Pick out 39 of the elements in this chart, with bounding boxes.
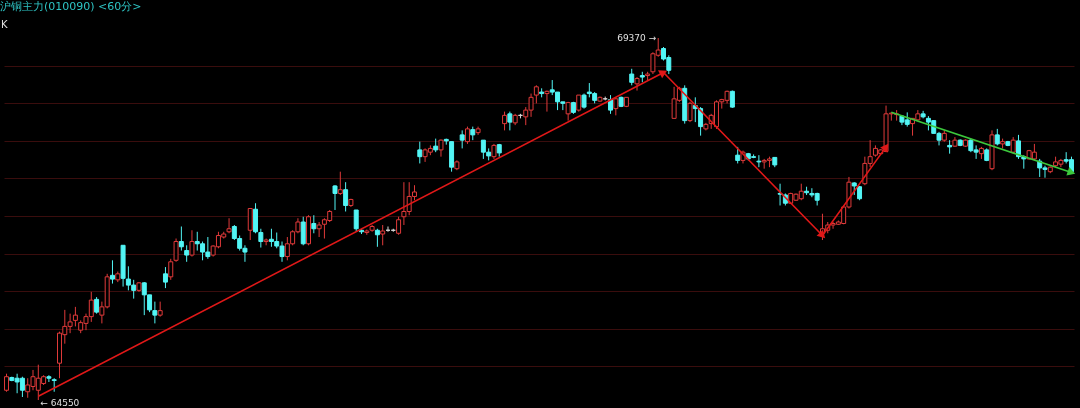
candlestick: [756, 154, 762, 168]
candlestick: [337, 171, 343, 196]
candlestick: [189, 229, 195, 258]
candlestick: [162, 266, 168, 289]
text: K: [1, 19, 8, 30]
candlestick: [1016, 134, 1021, 160]
candlestick: [173, 238, 179, 263]
candlestick: [507, 111, 513, 131]
candlestick: [46, 374, 52, 383]
candlestick: [300, 216, 306, 246]
candlestick: [374, 228, 380, 248]
candlestick: [608, 94, 614, 115]
candlestick: [258, 228, 264, 249]
point: [880, 143, 889, 153]
chart-title: 沪铜主力(010090) <60分>: [0, 0, 142, 13]
candlestick: [311, 214, 317, 234]
candlestick: [332, 184, 338, 211]
candlestick: [4, 373, 9, 393]
candlestick: [417, 141, 423, 164]
candlestick: [168, 258, 174, 281]
candlestick: [110, 259, 115, 285]
candlestick: [502, 111, 508, 131]
candlestick: [353, 209, 359, 233]
annotation: ← 64550: [40, 398, 80, 408]
candlestick: [253, 202, 259, 234]
candlestick: [343, 181, 349, 212]
candlestick: [178, 226, 184, 252]
candlestick: [687, 101, 693, 123]
annotation: 69370 →: [617, 33, 657, 43]
point: [658, 70, 667, 79]
candlestick: [533, 84, 539, 104]
candlestick: [459, 129, 465, 149]
candlestick: [72, 306, 78, 327]
candlestick: [380, 224, 386, 246]
point: [816, 229, 826, 239]
candlestick: [247, 207, 253, 241]
candlestick: [634, 76, 640, 92]
candlestick: [226, 217, 232, 234]
candlestick: [396, 216, 402, 236]
